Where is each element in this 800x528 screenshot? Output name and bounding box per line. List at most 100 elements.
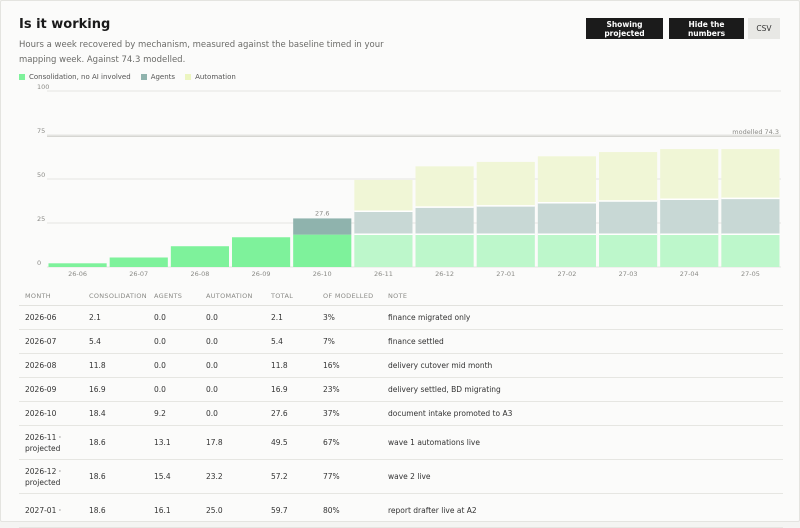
legend-label-automation: Automation [195, 73, 236, 81]
y-tick-label: 100 [37, 83, 49, 91]
page-subtitle: Hours a week recovered by mechanism, mea… [19, 40, 384, 65]
column-header: NOTE [382, 286, 783, 306]
x-tick-label: 26-09 [252, 270, 271, 278]
legend-item-automation: Automation [185, 73, 236, 81]
bar-segment-agents [415, 207, 474, 235]
bar-segment-consolidation [415, 234, 474, 267]
cell-total: 2.1 [265, 305, 317, 330]
cell-total: 5.4 [265, 329, 317, 354]
cell-consolidation: 5.4 [83, 329, 148, 354]
cell-of-modelled: 37% [317, 401, 382, 426]
cell-total: 27.6 [265, 401, 317, 426]
bar-segment-agents [354, 211, 413, 235]
cell-total: 57.2 [265, 459, 317, 494]
bar-segment-automation [721, 149, 780, 199]
cell-note: finance settled [382, 329, 783, 354]
x-tick-label: 26-10 [313, 270, 332, 278]
cell-of-modelled: 3% [317, 305, 382, 330]
cell-note: wave 2 live [382, 459, 783, 494]
cell-month: 2026-06 [19, 305, 83, 330]
cell-month: 2027-01 · [19, 493, 83, 528]
cell-of-modelled: 67% [317, 425, 382, 460]
cell-agents: 13.1 [148, 425, 200, 460]
cell-agents: 0.0 [148, 377, 200, 402]
cell-note: delivery cutover mid month [382, 353, 783, 378]
chart-legend: Consolidation, no AI involved Agents Aut… [19, 73, 236, 81]
hide-numbers-button[interactable]: Hide the numbers [669, 18, 744, 39]
bar-segment-consolidation [232, 237, 291, 267]
cell-automation: 0.0 [200, 305, 265, 330]
cell-of-modelled: 77% [317, 459, 382, 494]
bar-segment-automation [476, 161, 535, 206]
cell-total: 59.7 [265, 493, 317, 528]
x-tick-label: 26-12 [435, 270, 454, 278]
cell-month: 2026-11 · projected [19, 425, 83, 460]
bar-segment-consolidation [354, 234, 413, 267]
cell-total: 49.5 [265, 425, 317, 460]
cell-total: 16.9 [265, 377, 317, 402]
table-row: 2027-01 · 18.6 16.1 25.0 59.7 80% report draft… [19, 493, 783, 528]
bar-segment-agents [537, 202, 596, 235]
bar-segment-automation [660, 149, 719, 200]
bar-segment-agents [476, 205, 535, 235]
cell-automation: 0.0 [200, 353, 265, 378]
cell-automation: 0.0 [200, 377, 265, 402]
bar-segment-automation [599, 152, 658, 201]
showing-projected-button[interactable]: Showing projected [586, 18, 663, 39]
x-tick-label: 27-05 [741, 270, 760, 278]
cell-automation: 17.8 [200, 425, 265, 460]
legend-item-consolidation: Consolidation, no AI involved [19, 73, 131, 81]
cell-note: wave 1 automations live [382, 425, 783, 460]
cell-of-modelled: 7% [317, 329, 382, 354]
cell-month: 2026-09 [19, 377, 83, 402]
cell-note: finance migrated only [382, 305, 783, 330]
cell-agents: 0.0 [148, 305, 200, 330]
bar-segment-consolidation [293, 234, 352, 267]
x-tick-label: 26-08 [190, 270, 209, 278]
cell-consolidation: 18.6 [83, 425, 148, 460]
table-row: 2026-11 · projected 18.6 13.1 17.8 49.5 67% wa… [19, 425, 783, 460]
y-tick-label: 50 [37, 171, 45, 179]
cell-of-modelled: 23% [317, 377, 382, 402]
cell-consolidation: 18.6 [83, 493, 148, 528]
cell-agents: 9.2 [148, 401, 200, 426]
cell-consolidation: 11.8 [83, 353, 148, 378]
table-header-row: MONTH CONSOLIDATION AGENTS AUTOMATION TOTAL O… [19, 286, 783, 306]
bar-segment-agents [293, 218, 352, 235]
table-row: 2026-09 16.9 0.0 0.0 16.9 23% delivery settled… [19, 377, 783, 402]
cell-automation: 25.0 [200, 493, 265, 528]
cell-month: 2026-10 [19, 401, 83, 426]
cell-consolidation: 18.4 [83, 401, 148, 426]
modelled-reference-label: modelled 74.3 [732, 128, 779, 136]
legend-swatch-automation [185, 74, 192, 80]
bar-segment-consolidation [537, 234, 596, 267]
legend-label-agents: Agents [150, 73, 176, 81]
bar-segment-agents [721, 198, 780, 235]
x-tick-label: 26-07 [129, 270, 148, 278]
column-header: OF MODELLED [317, 286, 382, 306]
cell-note: report drafter live at A2 [382, 493, 783, 528]
cell-automation: 0.0 [200, 329, 265, 354]
column-header: MONTH [19, 286, 83, 306]
monthly-table: MONTH CONSOLIDATION AGENTS AUTOMATION TOTAL O… [19, 286, 783, 528]
bar-segment-agents [599, 201, 658, 235]
cell-note: document intake promoted to A3 [382, 401, 783, 426]
cell-consolidation: 2.1 [83, 305, 148, 330]
bar-segment-automation [537, 156, 596, 203]
table-row: 2026-08 11.8 0.0 0.0 11.8 16% delivery cutover… [19, 353, 783, 378]
cell-note: delivery settled, BD migrating [382, 377, 783, 402]
bar-segment-consolidation [599, 234, 658, 267]
cell-month: 2026-07 [19, 329, 83, 354]
y-tick-label: 75 [37, 127, 45, 135]
legend-item-agents: Agents [140, 73, 176, 81]
stacked-bar-chart: 0 25 50 75 100 26-06 26-07 26-08 26-09 26-10 26-11… [37, 83, 781, 278]
y-tick-label: 0 [37, 259, 41, 267]
table-row: 2026-07 5.4 0.0 0.0 5.4 7% finance settled [19, 329, 783, 354]
cell-total: 11.8 [265, 353, 317, 378]
cell-month: 2026-12 · projected [19, 459, 83, 494]
x-tick-label: 27-02 [557, 270, 576, 278]
cell-agents: 16.1 [148, 493, 200, 528]
column-header: AUTOMATION [200, 286, 265, 306]
csv-button[interactable]: CSV [748, 18, 780, 39]
